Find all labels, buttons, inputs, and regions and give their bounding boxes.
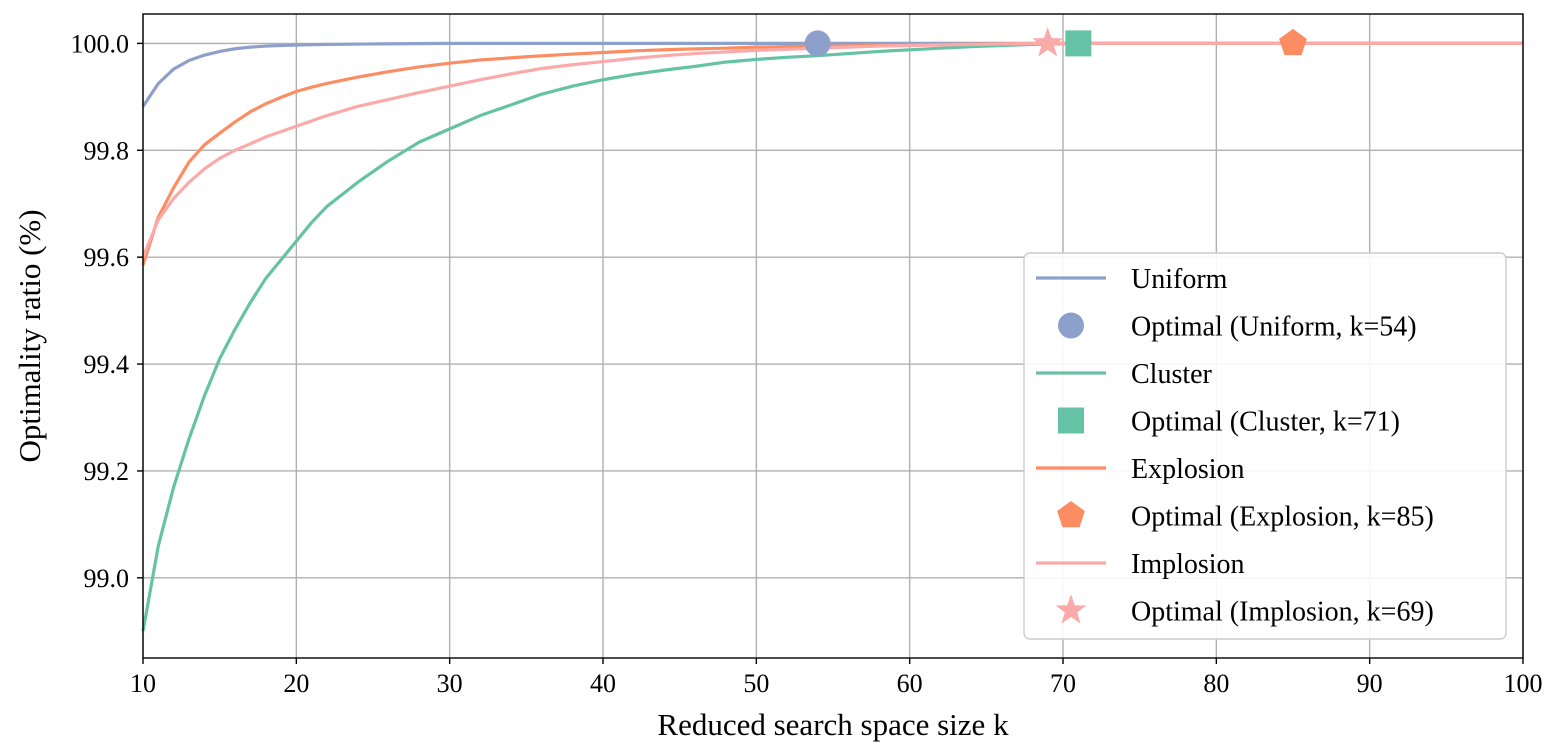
optimal-markers [804,27,1307,57]
series-line-implosion [141,41,1523,258]
y-tick-label: 99.6 [84,243,130,272]
legend-label: Optimal (Cluster, k=71) [1131,407,1400,438]
y-tick-label: 99.0 [84,564,130,593]
optimal-marker-square [1065,30,1092,57]
y-tick-label: 99.2 [84,457,130,486]
series-line-uniform [141,41,1523,108]
optimal-marker-circle [804,30,831,57]
legend-marker-pentagon [1057,500,1085,528]
legend-label: Cluster [1131,359,1213,390]
plot-frame [142,13,1524,659]
x-tick-label: 70 [1050,669,1076,698]
legend-box [1023,252,1507,640]
optimal-marker-pentagon [1279,28,1307,56]
optimal-marker-star [1032,27,1064,57]
x-axis-ticks: 10 20 30 40 50 60 70 80 90 100 [130,658,1543,698]
x-tick-label: 30 [437,669,463,698]
legend-marker-square [1058,407,1084,434]
legend-label: Optimal (Explosion, k=85) [1131,502,1434,533]
x-tick-label: 50 [743,669,769,698]
legend-marker-circle [1058,312,1084,339]
series-line-explosion [141,41,1523,266]
x-tick-label: 90 [1357,669,1383,698]
series-line-cluster [141,41,1523,632]
x-tick-label: 60 [897,669,923,698]
legend: Uniform Optimal (Uniform, k=54) Cluster Opt… [1023,252,1507,640]
legend-label: Optimal (Implosion, k=69) [1131,597,1434,628]
legend-label: Implosion [1131,549,1245,580]
legend-label: Uniform [1131,264,1228,295]
y-axis-ticks: 99.0 99.2 99.4 99.6 99.8 100.0 [71,29,143,593]
y-tick-label: 99.8 [84,136,130,165]
x-tick-label: 100 [1504,669,1543,698]
legend-marker-star [1055,594,1087,624]
y-axis-title: Optimality ratio (%) [12,209,47,462]
x-tick-label: 10 [130,669,156,698]
x-tick-label: 20 [283,669,309,698]
x-tick-label: 40 [590,669,616,698]
x-axis-title: Reduced search space size k [657,707,1009,742]
legend-label: Explosion [1131,454,1245,485]
y-tick-label: 100.0 [71,29,130,58]
x-tick-label: 80 [1203,669,1229,698]
series-layer [141,41,1523,632]
legend-label: Optimal (Uniform, k=54) [1131,312,1417,343]
y-tick-label: 99.4 [84,350,130,379]
